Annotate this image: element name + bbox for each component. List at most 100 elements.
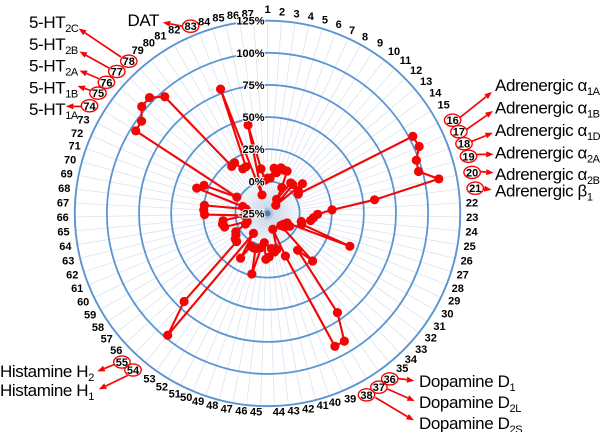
svg-text:19: 19: [462, 151, 474, 163]
svg-text:45: 45: [250, 407, 262, 419]
svg-text:50%: 50%: [242, 112, 264, 124]
svg-text:20: 20: [466, 167, 478, 179]
svg-text:24: 24: [465, 227, 478, 239]
svg-text:9: 9: [377, 38, 383, 50]
svg-text:14: 14: [429, 87, 442, 99]
svg-text:Adrenergic α2A: Adrenergic α2A: [495, 144, 601, 166]
svg-text:Adrenergic α2B: Adrenergic α2B: [495, 165, 600, 187]
svg-text:100%: 100%: [236, 48, 264, 60]
svg-text:34: 34: [405, 354, 418, 366]
svg-text:75: 75: [92, 88, 104, 100]
svg-text:Adrenergic α1B: Adrenergic α1B: [495, 99, 600, 121]
svg-text:53: 53: [143, 374, 155, 386]
svg-text:8: 8: [362, 32, 368, 44]
svg-text:125%: 125%: [236, 16, 264, 28]
svg-text:52: 52: [156, 382, 168, 394]
svg-text:78: 78: [123, 56, 135, 68]
svg-text:85: 85: [212, 13, 224, 25]
svg-text:75%: 75%: [242, 80, 264, 92]
svg-text:DAT: DAT: [128, 11, 160, 30]
svg-text:71: 71: [68, 140, 80, 152]
svg-text:80: 80: [143, 37, 155, 49]
svg-text:2: 2: [279, 7, 285, 19]
svg-text:41: 41: [317, 400, 329, 412]
svg-text:22: 22: [466, 198, 478, 210]
svg-text:32: 32: [425, 333, 437, 345]
svg-text:55: 55: [116, 357, 128, 369]
svg-text:4: 4: [308, 11, 315, 23]
svg-text:16: 16: [446, 115, 458, 127]
svg-text:39: 39: [344, 393, 356, 405]
svg-text:Histamine H1: Histamine H1: [0, 381, 94, 403]
svg-text:0%: 0%: [249, 176, 265, 188]
svg-text:50: 50: [180, 392, 192, 404]
svg-text:23: 23: [466, 212, 478, 224]
svg-text:5: 5: [322, 15, 328, 27]
svg-text:6: 6: [336, 19, 342, 31]
svg-text:87: 87: [242, 9, 254, 21]
svg-text:58: 58: [92, 322, 104, 334]
svg-text:28: 28: [452, 283, 464, 295]
svg-text:46: 46: [235, 405, 247, 417]
svg-text:86: 86: [227, 10, 239, 22]
svg-text:57: 57: [101, 334, 113, 346]
svg-text:43: 43: [287, 405, 299, 417]
svg-text:40: 40: [329, 397, 341, 409]
svg-text:67: 67: [57, 198, 69, 210]
svg-text:61: 61: [71, 283, 83, 295]
svg-text:30: 30: [441, 309, 453, 321]
svg-text:18: 18: [458, 139, 470, 151]
svg-text:38: 38: [360, 390, 372, 402]
svg-text:56: 56: [110, 345, 122, 357]
svg-text:29: 29: [448, 296, 460, 308]
svg-text:Adrenergic α1D: Adrenergic α1D: [495, 121, 601, 143]
svg-text:79: 79: [132, 45, 144, 57]
svg-text:37: 37: [373, 382, 385, 394]
svg-text:7: 7: [349, 25, 355, 37]
svg-text:15: 15: [437, 100, 449, 112]
svg-text:Dopamine D2S: Dopamine D2S: [419, 414, 522, 432]
svg-text:26: 26: [461, 255, 473, 267]
svg-text:Dopamine D2L: Dopamine D2L: [419, 393, 521, 415]
svg-text:66: 66: [57, 212, 69, 224]
svg-text:35: 35: [396, 363, 408, 375]
svg-text:47: 47: [221, 403, 233, 415]
svg-text:76: 76: [100, 77, 112, 89]
svg-text:64: 64: [59, 241, 72, 253]
svg-text:84: 84: [198, 16, 211, 28]
svg-text:68: 68: [58, 183, 70, 195]
svg-text:65: 65: [57, 227, 69, 239]
svg-text:21: 21: [469, 183, 481, 195]
svg-text:13: 13: [420, 76, 432, 88]
svg-text:Adrenergic α1A: Adrenergic α1A: [495, 76, 601, 98]
svg-text:11: 11: [400, 55, 412, 67]
svg-text:42: 42: [302, 403, 314, 415]
svg-text:72: 72: [71, 128, 83, 140]
svg-text:27: 27: [457, 270, 469, 282]
svg-text:49: 49: [192, 396, 204, 408]
svg-text:74: 74: [83, 101, 96, 113]
svg-text:Dopamine D1: Dopamine D1: [419, 372, 516, 394]
svg-text:25%: 25%: [242, 144, 264, 156]
svg-text:33: 33: [415, 344, 427, 356]
svg-text:69: 69: [61, 169, 73, 181]
svg-text:63: 63: [62, 255, 74, 267]
svg-text:73: 73: [77, 115, 89, 127]
svg-text:82: 82: [168, 25, 180, 37]
svg-text:70: 70: [64, 154, 76, 166]
svg-text:25: 25: [463, 241, 475, 253]
svg-text:12: 12: [410, 65, 422, 77]
svg-text:31: 31: [433, 321, 445, 333]
svg-text:83: 83: [184, 21, 196, 33]
svg-text:10: 10: [388, 46, 400, 58]
svg-text:36: 36: [384, 374, 396, 386]
svg-text:1: 1: [264, 4, 270, 16]
svg-text:77: 77: [111, 67, 123, 79]
svg-text:-25%: -25%: [239, 208, 265, 220]
svg-text:44: 44: [273, 407, 286, 419]
svg-text:17: 17: [453, 127, 465, 139]
svg-text:51: 51: [169, 389, 181, 401]
svg-text:59: 59: [84, 310, 96, 322]
svg-text:54: 54: [127, 365, 140, 377]
svg-text:Histamine H2: Histamine H2: [0, 362, 94, 384]
